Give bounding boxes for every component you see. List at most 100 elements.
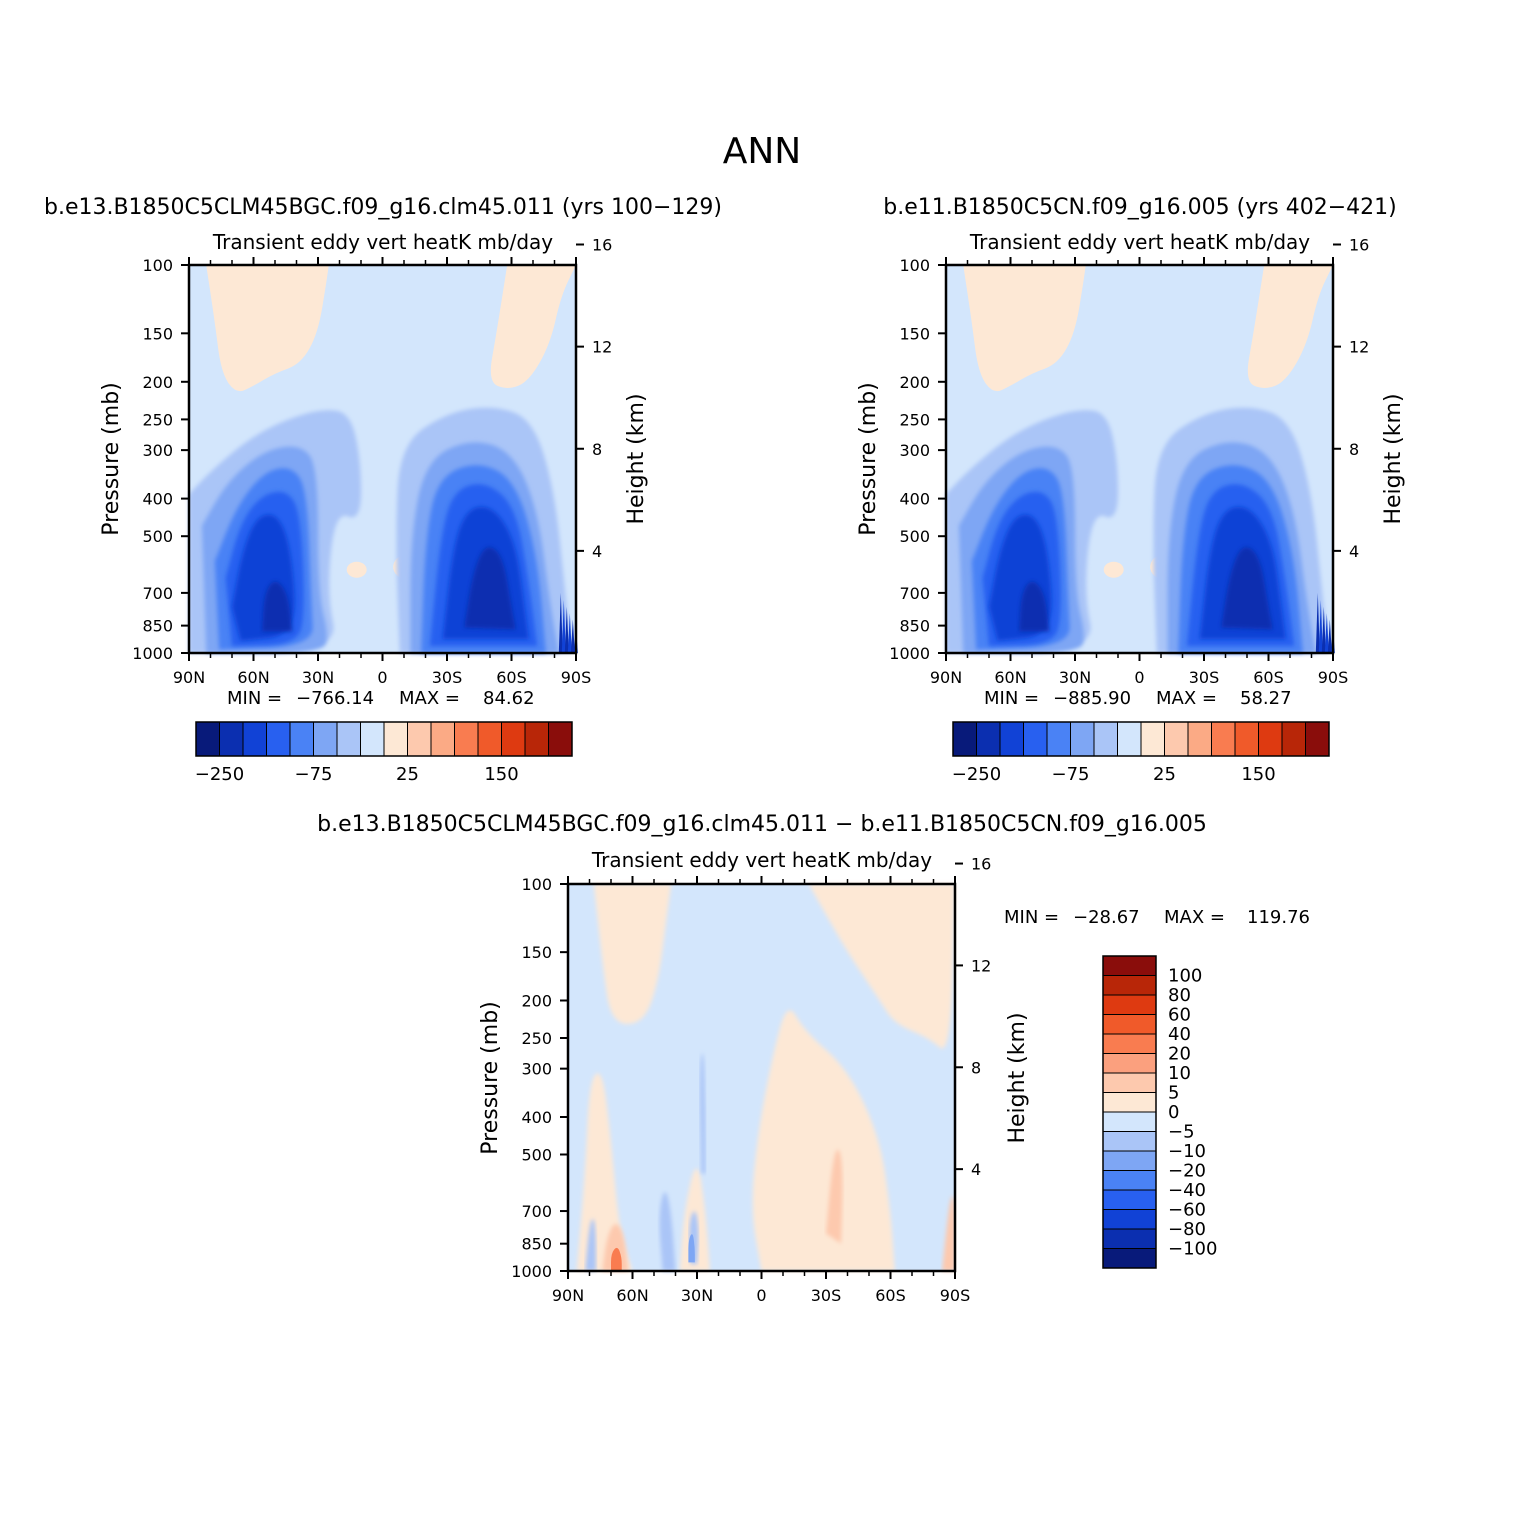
y-tick-label: 700 xyxy=(142,584,173,603)
y-tick-label: 200 xyxy=(142,373,173,392)
colorbar-swatch xyxy=(1023,721,1048,757)
y-tick-label: 850 xyxy=(899,617,930,636)
colorbar-swatch xyxy=(407,721,432,757)
x-tick-label: 60N xyxy=(994,668,1026,687)
y-tick-label: 250 xyxy=(142,410,173,429)
y-tick-label: 300 xyxy=(521,1060,552,1079)
colorbar-tick-label: 25 xyxy=(396,764,419,785)
colorbar-swatch xyxy=(1102,1111,1157,1132)
colorbar-swatch xyxy=(1258,721,1283,757)
colorbar-swatch xyxy=(1102,955,1157,976)
y-tick-label: 400 xyxy=(142,490,173,509)
colorbar-tick-label: 150 xyxy=(1241,764,1275,785)
y-tick-label: 100 xyxy=(521,875,552,894)
colorbar-swatch xyxy=(289,721,314,757)
colorbar-swatch xyxy=(1102,1053,1157,1074)
colorbar-swatch xyxy=(430,721,455,757)
colorbar-swatch xyxy=(1281,721,1306,757)
colorbar-tick-label: 0 xyxy=(1168,1102,1179,1123)
x-tick-label: 30N xyxy=(1059,668,1091,687)
x-tick-label: 60N xyxy=(237,668,269,687)
y-tick-label: 500 xyxy=(142,527,173,546)
panel-1-ylabel: Pressure (mb) xyxy=(99,382,124,536)
panel-3-max-label: MAX = xyxy=(1164,907,1225,928)
panel-2-max-value: 58.27 xyxy=(1240,688,1292,709)
y-tick-label: 200 xyxy=(521,991,552,1010)
colorbar-swatch xyxy=(1046,721,1071,757)
panel-1-subtitle: Transient eddy vert heatK mb/day xyxy=(212,230,553,254)
colorbar-tick-label: 20 xyxy=(1168,1044,1191,1065)
contour-warm-strong xyxy=(826,1149,843,1244)
colorbar-swatch xyxy=(1102,1248,1157,1269)
contour-warm-upper-nh xyxy=(963,265,1086,392)
panel-1-max-label: MAX = xyxy=(399,688,460,709)
colorbar-swatch xyxy=(976,721,1001,757)
y-tick-label: 500 xyxy=(899,527,930,546)
contour-warm-upper-nh xyxy=(206,265,329,392)
panel-2-title: b.e11.B1850C5CN.f09_g16.005 (yrs 402−421… xyxy=(883,195,1397,220)
y-tick-label: 150 xyxy=(521,943,552,962)
y-tick-label: 700 xyxy=(899,584,930,603)
colorbar-swatch xyxy=(1102,1014,1157,1035)
colorbar-swatch xyxy=(1211,721,1236,757)
panel-2-contour xyxy=(946,265,1335,653)
y2-tick-label: 8 xyxy=(971,1058,981,1077)
panel-1-max-value: 84.62 xyxy=(483,688,535,709)
colorbar-tick-label: 100 xyxy=(1168,966,1202,987)
colorbar-swatch xyxy=(1164,721,1189,757)
colorbar-swatch xyxy=(1102,1092,1157,1113)
panel-3-subtitle: Transient eddy vert heatK mb/day xyxy=(591,848,932,872)
colorbar-frame xyxy=(952,721,1330,757)
y-tick-label: 500 xyxy=(521,1146,552,1165)
panel-3-min-label: MIN = xyxy=(1004,907,1059,928)
y-tick-label: 850 xyxy=(521,1235,552,1254)
x-tick-label: 60N xyxy=(616,1286,648,1305)
panel-1-ylabel-right: Height (km) xyxy=(624,393,649,524)
colorbar-swatch xyxy=(1117,721,1142,757)
colorbar-swatch xyxy=(1102,1228,1157,1249)
colorbar-swatch xyxy=(1102,1150,1157,1171)
panel-2-min-value: −885.90 xyxy=(1053,688,1131,709)
panel-2-subtitle: Transient eddy vert heatK mb/day xyxy=(969,230,1310,254)
colorbar-tick-label: 80 xyxy=(1168,985,1191,1006)
x-tick-label: 30S xyxy=(432,668,463,687)
x-tick-label: 90S xyxy=(1318,668,1349,687)
colorbar-tick-label: 60 xyxy=(1168,1005,1191,1026)
colorbar-swatch xyxy=(1187,721,1212,757)
contour-level xyxy=(464,547,516,630)
panel-1: b.e13.B1850C5CLM45BGC.f09_g16.clm45.011 … xyxy=(44,195,722,785)
y-tick-label: 200 xyxy=(899,373,930,392)
colorbar-swatch xyxy=(952,721,977,757)
y2-tick-label: 12 xyxy=(1349,338,1369,357)
colorbar-swatch xyxy=(1102,1033,1157,1054)
colorbar-swatch xyxy=(1305,721,1330,757)
colorbar-tick-label: −5 xyxy=(1168,1122,1195,1143)
y-tick-label: 100 xyxy=(899,256,930,275)
contour-cool-region xyxy=(699,1053,706,1174)
contour-warm-region xyxy=(808,884,955,1049)
colorbar-swatch xyxy=(336,721,361,757)
y-tick-label: 1000 xyxy=(132,644,173,663)
panel-2-min-label: MIN = xyxy=(984,688,1039,709)
colorbar-tick-label: −75 xyxy=(295,764,333,785)
x-tick-label: 30N xyxy=(302,668,334,687)
x-tick-label: 0 xyxy=(756,1286,766,1305)
panel-2-ylabel: Pressure (mb) xyxy=(856,382,881,536)
colorbar-frame xyxy=(195,721,573,757)
panel-3-min-value: −28.67 xyxy=(1073,907,1140,928)
y-tick-label: 150 xyxy=(142,324,173,343)
x-tick-label: 90S xyxy=(561,668,592,687)
y2-tick-label: 16 xyxy=(971,855,991,874)
x-tick-label: 60S xyxy=(875,1286,906,1305)
colorbar-tick-label: −250 xyxy=(195,764,244,785)
y2-tick-label: 4 xyxy=(971,1160,981,1179)
y2-tick-label: 12 xyxy=(971,956,991,975)
colorbar-tick-label: −250 xyxy=(952,764,1001,785)
colorbar-swatch xyxy=(524,721,549,757)
colorbar-frame xyxy=(1102,955,1157,1269)
colorbar-tick-label: −10 xyxy=(1168,1141,1206,1162)
colorbar-swatch xyxy=(548,721,573,757)
colorbar-tick-label: −100 xyxy=(1168,1239,1217,1260)
